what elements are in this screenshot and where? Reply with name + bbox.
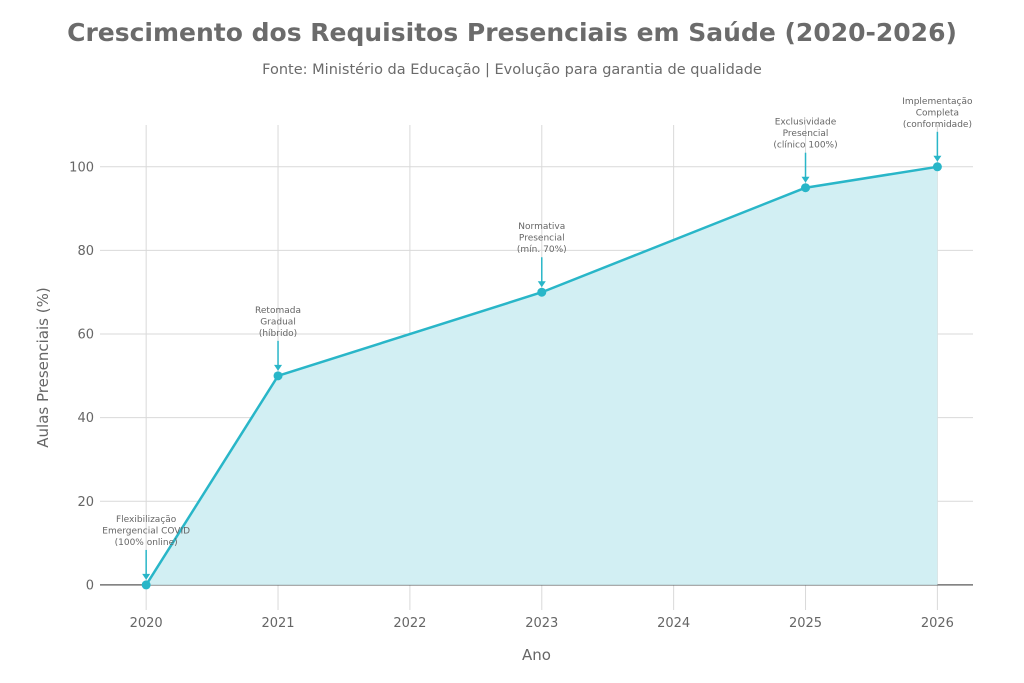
annotation-label: Flexibilização Emergencial COVID (100% onl… xyxy=(102,515,190,548)
chart-subtitle: Fonte: Ministério da Educação | Evolução… xyxy=(262,62,762,78)
x-tick-label: 2020 xyxy=(130,616,163,631)
annotation-arrowhead xyxy=(274,364,283,371)
area-fill xyxy=(146,166,938,585)
x-axis-title: Ano xyxy=(522,646,551,664)
data-point xyxy=(801,183,811,193)
y-tick-label: 60 xyxy=(77,328,94,343)
x-tick-label: 2024 xyxy=(657,616,690,631)
y-axis-title: Aulas Presenciais (%) xyxy=(34,287,52,447)
y-tick-label: 100 xyxy=(69,160,94,175)
annotation-label: Implementação Completa (conformidade) xyxy=(902,97,973,130)
area-layer xyxy=(146,166,938,585)
annotation-arrowhead xyxy=(537,281,546,288)
annotation-label: Normativa Presencial (mín. 70%) xyxy=(517,222,567,255)
x-tick-label: 2025 xyxy=(789,616,822,631)
y-tick-label: 20 xyxy=(77,495,94,510)
x-tick-label: 2022 xyxy=(393,616,426,631)
data-point xyxy=(932,162,942,172)
point-layer xyxy=(141,162,942,590)
annotation-label: Exclusividade Presencial (clínico 100%) xyxy=(773,118,837,151)
x-tick-label: 2021 xyxy=(261,616,294,631)
annotation-arrowhead xyxy=(933,155,942,162)
data-point xyxy=(141,580,151,590)
annotation-arrowhead xyxy=(142,573,151,580)
y-tick-label: 40 xyxy=(77,411,94,426)
chart-title: Crescimento dos Requisitos Presenciais e… xyxy=(67,18,957,47)
x-tick-label: 2023 xyxy=(525,616,558,631)
annotation-label: Retomada Gradual (híbrido) xyxy=(255,306,301,339)
x-tick-label: 2026 xyxy=(921,616,954,631)
tick-layer: 0 20 40 60 80 100 2020 2021 2022 2023 2024 2025 2026 xyxy=(69,160,954,631)
y-tick-label: 80 xyxy=(77,244,94,259)
annotation-layer: Flexibilização Emergencial COVID (100% onl… xyxy=(102,97,973,580)
data-point xyxy=(537,287,547,297)
y-tick-label: 0 xyxy=(86,578,94,593)
annotation-arrowhead xyxy=(801,176,810,183)
data-point xyxy=(273,371,283,381)
